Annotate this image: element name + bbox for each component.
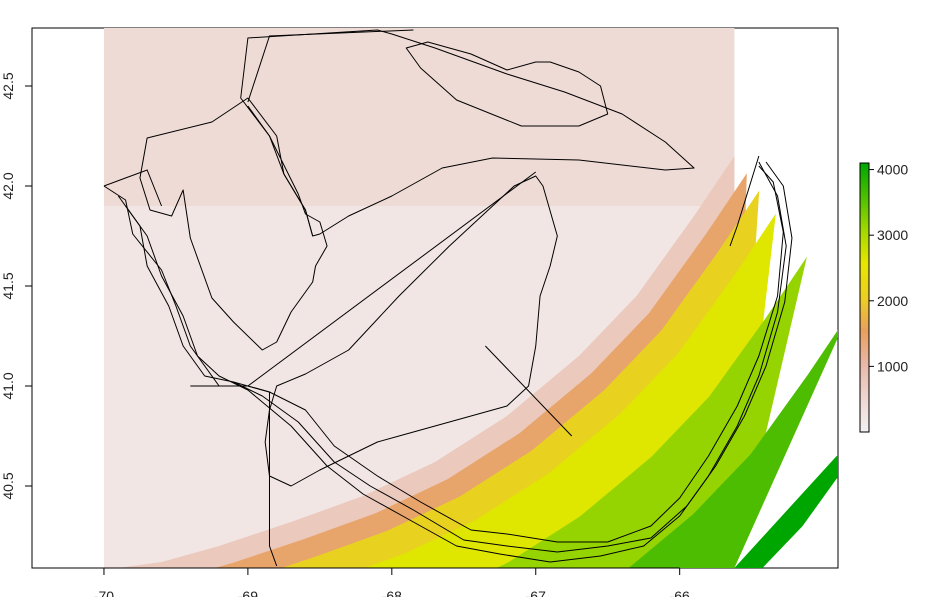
x-tick-label: -69 xyxy=(238,588,258,597)
boundary-layer xyxy=(103,29,760,567)
contour-bank-inner-contour xyxy=(125,161,787,563)
boundary-west xyxy=(233,381,278,567)
raster-north-shelf xyxy=(103,28,735,206)
boundary-diagonal xyxy=(247,171,537,387)
boundary-top-left xyxy=(247,29,414,103)
contour-northern-region xyxy=(139,29,695,351)
boundary-north xyxy=(247,105,314,237)
legend-tick-label: 4000 xyxy=(877,162,908,178)
legend-tick-label: 3000 xyxy=(877,227,908,243)
legend-tick-label: 2000 xyxy=(877,293,908,309)
contour-upper-contour xyxy=(405,41,609,127)
x-tick-label: -68 xyxy=(382,588,402,597)
y-tick-label: 41.0 xyxy=(0,372,16,399)
polygon-layer xyxy=(103,29,793,563)
raster-layer xyxy=(103,28,838,568)
x-tick-label: -66 xyxy=(670,588,690,597)
boundary-west-box xyxy=(103,169,162,207)
contour-bank-middle-contour xyxy=(117,161,793,553)
colorbar xyxy=(859,162,870,433)
boundary-east xyxy=(729,155,760,247)
y-tick-label: 40.5 xyxy=(0,472,16,499)
y-tick-label: 42.5 xyxy=(0,72,16,99)
contour-central-bank xyxy=(264,175,558,487)
x-tick-label: -67 xyxy=(526,588,546,597)
color-legend: 1000 2000 3000 4000 xyxy=(859,162,908,433)
boundary-inner xyxy=(485,345,573,437)
y-axis: 40.5 41.0 41.5 42.0 42.5 xyxy=(0,72,33,500)
legend-tick-label: 1000 xyxy=(877,358,908,374)
contour-bank-outer-contour xyxy=(103,165,784,543)
x-axis: -70 -69 -68 -67 -66 xyxy=(94,567,690,597)
depth-band-3 xyxy=(159,213,776,568)
x-tick-label: -70 xyxy=(94,588,114,597)
depth-band-4 xyxy=(190,256,807,568)
y-tick-label: 42.0 xyxy=(0,172,16,199)
y-tick-label: 41.5 xyxy=(0,272,16,299)
